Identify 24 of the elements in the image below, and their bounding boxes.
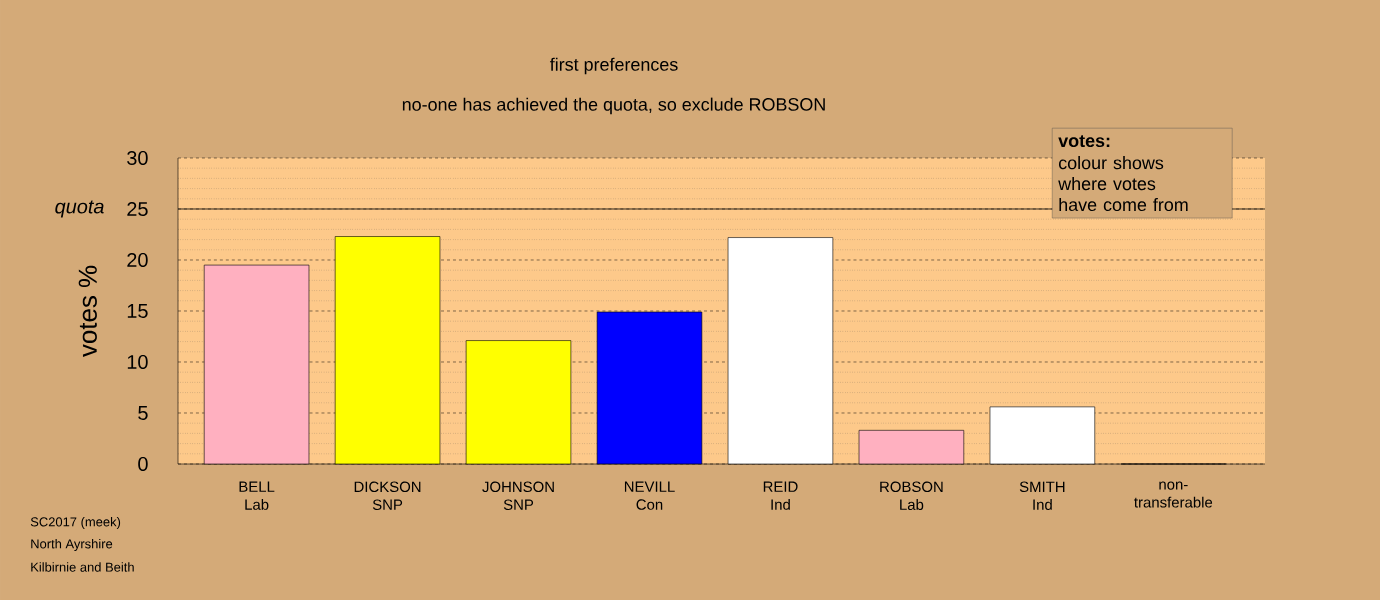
- x-tick-label: REID Ind: [763, 481, 798, 510]
- ref-line-label: quota: [55, 200, 104, 218]
- chart-title: first preferences: [549, 57, 678, 75]
- x-tick-label: DICKSON SNP: [354, 481, 421, 511]
- x-tick-label: SMITH Ind: [1019, 481, 1065, 511]
- annotation: colour shows where votes have come from: [1058, 156, 1188, 212]
- x-tick-label: non-transferable: [1134, 481, 1213, 508]
- text: North Ayrshire: [31, 538, 113, 552]
- y-tick-label: 10: [127, 354, 148, 370]
- chart-subtitle: no-one has achieved the quota, so exclude ROBSON: [402, 97, 825, 115]
- y-axis-title: votes %: [78, 265, 97, 357]
- y-tick-label: 5: [138, 406, 148, 420]
- y-tick-label: 0: [138, 456, 148, 472]
- text: SC2017 (meek): [30, 516, 121, 530]
- y-tick-label: 25: [127, 201, 148, 217]
- y-tick-label: 20: [127, 252, 148, 268]
- x-tick-label: JOHNSON SNP: [482, 481, 554, 511]
- y-tick-label: 15: [127, 304, 148, 318]
- text: votes:: [1058, 135, 1110, 148]
- text: Kilbirnie and Beith: [31, 562, 134, 572]
- y-tick-label: 30: [127, 150, 148, 166]
- x-tick-label: ROBSON Lab: [880, 481, 943, 511]
- x-tick-label: NEVILL Con: [624, 481, 675, 510]
- x-tick-label: BELL Lab: [239, 481, 275, 510]
